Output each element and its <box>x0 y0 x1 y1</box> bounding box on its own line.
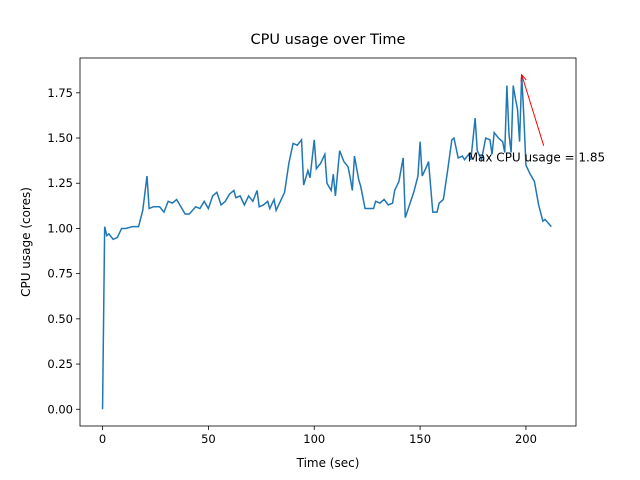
y-tick-label: 0.25 <box>47 357 73 371</box>
annotation-arrow <box>521 74 545 146</box>
x-tick-label: 200 <box>515 432 537 446</box>
x-tick-label: 50 <box>201 432 216 446</box>
y-tick-label: 0.00 <box>47 402 73 416</box>
y-tick-label: 1.50 <box>47 131 73 145</box>
y-tick-label: 0.50 <box>47 312 73 326</box>
line-series <box>101 74 552 410</box>
y-tick-label: 0.75 <box>47 267 73 281</box>
x-tick-label: 100 <box>303 432 325 446</box>
x-tick-label: 0 <box>99 432 106 446</box>
chart-title: CPU usage over Time <box>251 32 406 48</box>
annotation-arrowhead <box>520 73 527 82</box>
plot-frame <box>79 57 577 427</box>
annotation: Max CPU usage = 1.85 <box>468 151 605 165</box>
x-axis-label: Time (sec) <box>296 456 360 470</box>
x-tick-label: 150 <box>409 432 431 446</box>
y-tick-label: 1.00 <box>47 221 73 235</box>
y-tick-label: 1.75 <box>47 86 73 100</box>
y-tick-label: 1.25 <box>47 176 73 190</box>
y-axis-label: CPU usage (cores) <box>19 187 33 297</box>
